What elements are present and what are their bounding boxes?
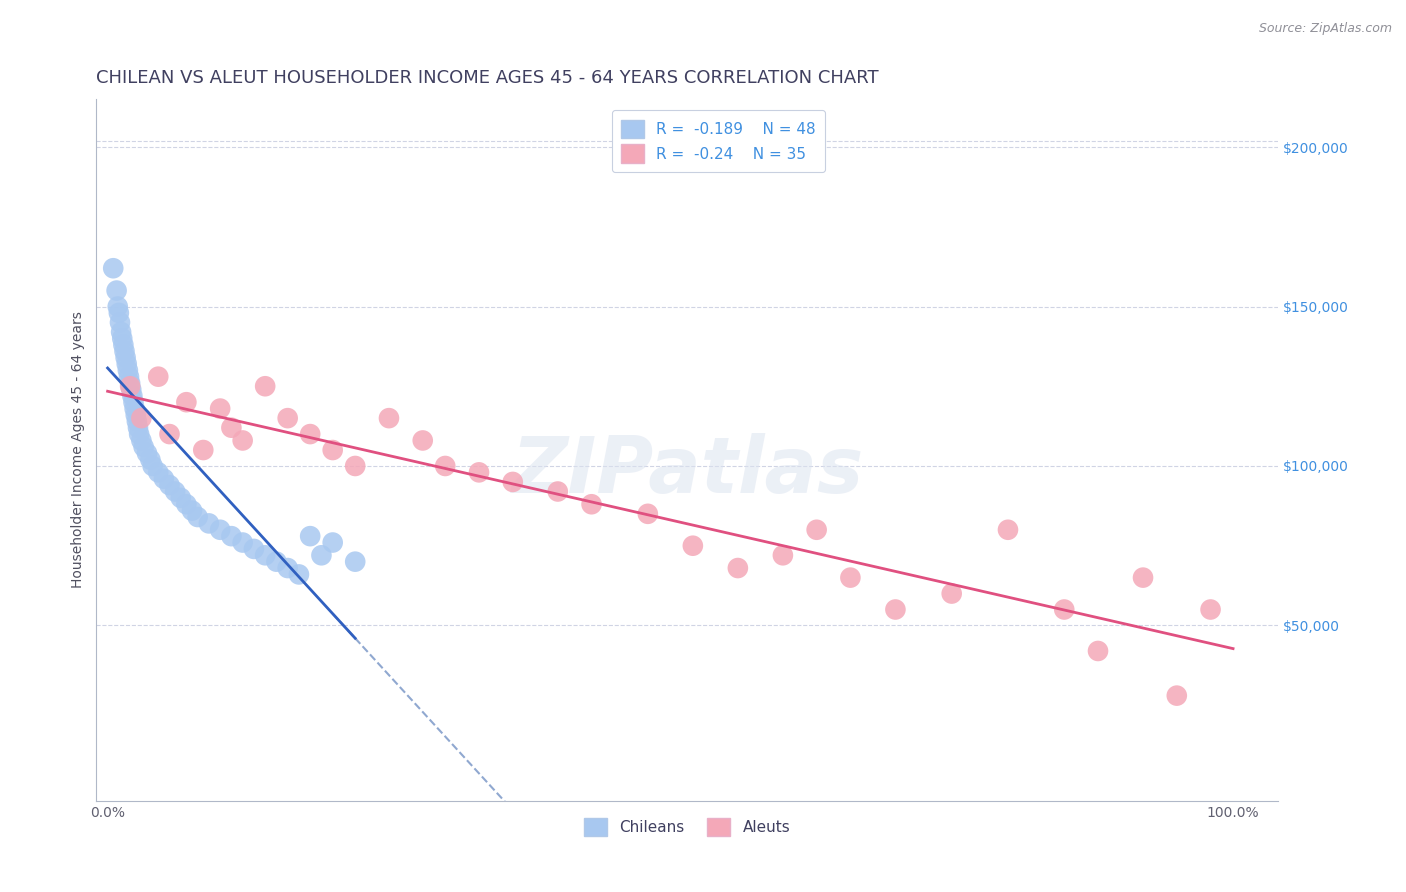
Point: [120, 376, 142, 390]
Point: [243, 541, 266, 556]
Point: [108, 315, 131, 329]
Point: [1166, 689, 1188, 703]
Point: [142, 458, 165, 473]
Point: [117, 363, 139, 377]
Point: [288, 567, 311, 582]
Text: Source: ZipAtlas.com: Source: ZipAtlas.com: [1258, 22, 1392, 36]
Point: [120, 383, 142, 397]
Point: [941, 586, 963, 600]
Point: [997, 523, 1019, 537]
Point: [209, 401, 232, 416]
Point: [468, 466, 491, 480]
Point: [131, 411, 153, 425]
Point: [322, 443, 344, 458]
Point: [581, 497, 603, 511]
Point: [108, 306, 131, 320]
Point: [181, 503, 204, 517]
Point: [139, 452, 162, 467]
Point: [806, 523, 828, 537]
Point: [311, 549, 333, 563]
Point: [125, 414, 148, 428]
Point: [125, 408, 148, 422]
Text: CHILEAN VS ALEUT HOUSEHOLDER INCOME AGES 45 - 64 YEARS CORRELATION CHART: CHILEAN VS ALEUT HOUSEHOLDER INCOME AGES…: [97, 69, 879, 87]
Point: [131, 434, 153, 448]
Point: [772, 549, 794, 563]
Point: [176, 395, 198, 409]
Point: [266, 555, 288, 569]
Point: [839, 571, 862, 585]
Point: [176, 497, 198, 511]
Point: [148, 369, 170, 384]
Point: [110, 325, 132, 339]
Point: [547, 484, 569, 499]
Y-axis label: Householder Income Ages 45 - 64 years: Householder Income Ages 45 - 64 years: [72, 311, 86, 589]
Point: [198, 516, 221, 531]
Point: [344, 458, 367, 473]
Point: [1087, 644, 1109, 658]
Point: [111, 331, 134, 345]
Point: [254, 549, 277, 563]
Point: [277, 411, 299, 425]
Point: [344, 555, 367, 569]
Point: [115, 357, 138, 371]
Point: [221, 529, 243, 543]
Point: [122, 395, 145, 409]
Point: [412, 434, 434, 448]
Point: [170, 491, 193, 505]
Point: [232, 535, 254, 549]
Point: [124, 401, 146, 416]
Point: [118, 369, 141, 384]
Point: [128, 427, 150, 442]
Point: [193, 443, 215, 458]
Point: [120, 379, 142, 393]
Point: [299, 529, 322, 543]
Point: [136, 446, 159, 460]
Point: [378, 411, 401, 425]
Point: [209, 523, 232, 537]
Legend: Chileans, Aleuts: Chileans, Aleuts: [578, 812, 796, 842]
Point: [221, 420, 243, 434]
Point: [884, 602, 907, 616]
Point: [1053, 602, 1076, 616]
Point: [1132, 571, 1154, 585]
Point: [159, 478, 181, 492]
Point: [682, 539, 704, 553]
Point: [114, 344, 136, 359]
Point: [322, 535, 344, 549]
Point: [502, 475, 524, 489]
Point: [132, 440, 155, 454]
Point: [1199, 602, 1222, 616]
Point: [254, 379, 277, 393]
Point: [127, 420, 149, 434]
Point: [727, 561, 749, 575]
Point: [434, 458, 457, 473]
Point: [187, 510, 209, 524]
Point: [105, 284, 128, 298]
Point: [165, 484, 187, 499]
Point: [107, 300, 129, 314]
Point: [299, 427, 322, 442]
Point: [103, 261, 125, 276]
Text: ZIPatlas: ZIPatlas: [512, 434, 863, 509]
Point: [148, 466, 170, 480]
Point: [114, 351, 136, 365]
Point: [153, 472, 176, 486]
Point: [637, 507, 659, 521]
Point: [232, 434, 254, 448]
Point: [121, 389, 143, 403]
Point: [112, 338, 135, 352]
Point: [159, 427, 181, 442]
Point: [277, 561, 299, 575]
